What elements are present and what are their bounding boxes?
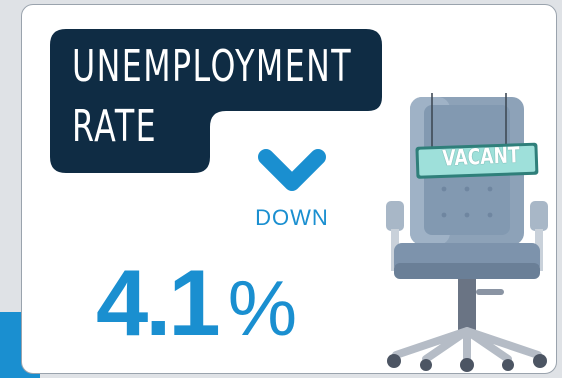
title-line-2: RATE xyxy=(72,101,158,152)
title-box: UNEMPLOYMENT RATE xyxy=(50,29,382,173)
title-line-1: UNEMPLOYMENT xyxy=(72,41,353,92)
rate-unit: % xyxy=(227,264,298,352)
rate-display: 4.1% xyxy=(96,253,297,358)
rate-value: 4.1 xyxy=(96,250,221,355)
infographic-card: UNEMPLOYMENT RATE DOWN 4.1% xyxy=(21,4,557,374)
direction-label: DOWN xyxy=(255,205,329,230)
office-chair-illustration xyxy=(386,93,548,372)
vacant-sign-text: VACANT xyxy=(442,143,520,172)
title-background xyxy=(50,29,382,173)
chevron-down-icon xyxy=(258,149,326,191)
